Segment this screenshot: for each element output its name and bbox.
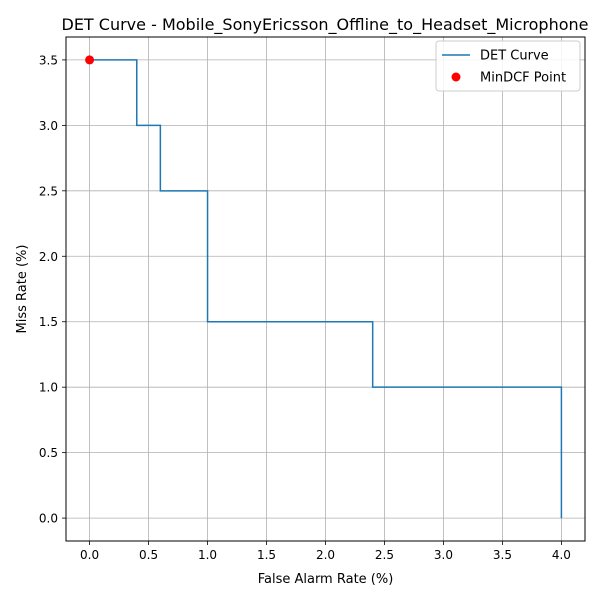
x-tick-label: 1.0 <box>198 548 217 562</box>
y-tick-label: 3.5 <box>39 53 58 67</box>
y-tick-label: 0.5 <box>39 446 58 460</box>
y-axis-label: Miss Rate (%) <box>15 245 30 334</box>
x-tick-label: 3.0 <box>434 548 453 562</box>
legend-box <box>435 40 581 92</box>
grid <box>66 37 585 541</box>
legend: DET Curve MinDCF Point <box>435 40 581 92</box>
x-tick-label: 0.0 <box>80 548 99 562</box>
det-curve-line <box>89 59 563 519</box>
y-axis-ticks: 0.0 0.5 1.0 1.5 2.0 2.5 3.0 3.5 <box>39 53 66 526</box>
legend-label-mindcf-point: MinDCF Point <box>480 71 566 86</box>
y-tick-label: 1.5 <box>39 315 58 329</box>
x-tick-label: 2.0 <box>316 548 335 562</box>
y-tick-label: 0.0 <box>39 512 58 526</box>
y-tick-label: 2.5 <box>39 184 58 198</box>
legend-label-det-curve: DET Curve <box>480 49 549 64</box>
x-axis-label: False Alarm Rate (%) <box>258 572 394 587</box>
x-axis-ticks: 0.0 0.5 1.0 1.5 2.0 2.5 3.0 3.5 4.0 <box>80 541 571 562</box>
x-tick-label: 2.5 <box>375 548 394 562</box>
x-tick-label: 4.0 <box>552 548 571 562</box>
x-tick-label: 0.5 <box>139 548 158 562</box>
mindcf-point-marker <box>85 55 95 65</box>
y-tick-label: 3.0 <box>39 119 58 133</box>
legend-marker-swatch <box>451 72 461 82</box>
x-tick-label: 1.5 <box>257 548 276 562</box>
y-tick-label: 1.0 <box>39 381 58 395</box>
plot-series <box>85 55 563 519</box>
y-tick-label: 2.0 <box>39 250 58 264</box>
x-tick-label: 3.5 <box>493 548 512 562</box>
chart-title: DET Curve - Mobile_SonyEricsson_Offline_… <box>62 15 589 35</box>
